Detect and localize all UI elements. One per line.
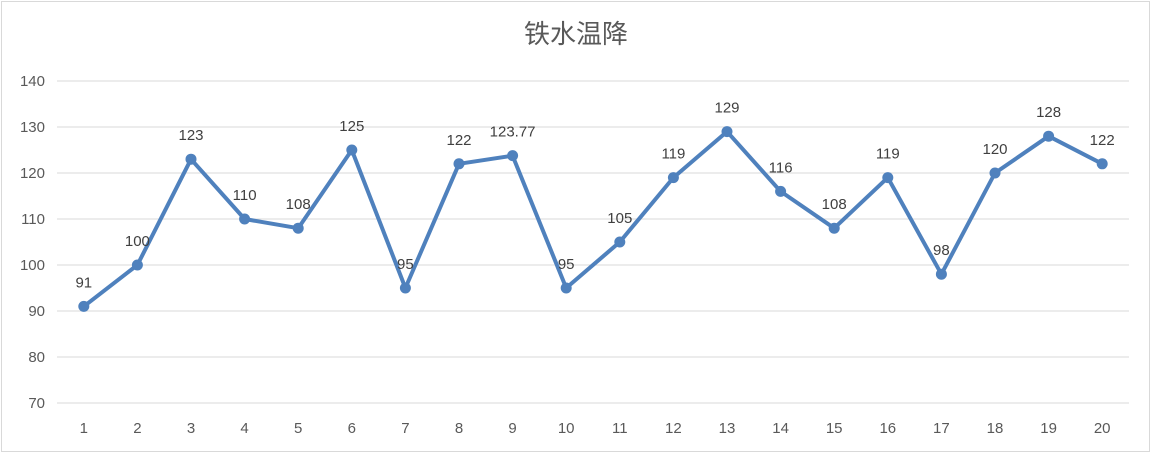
x-tick-label: 9	[508, 420, 516, 437]
x-tick-label: 20	[1094, 420, 1111, 437]
x-tick-label: 5	[294, 420, 302, 437]
data-point	[131, 259, 143, 271]
data-point	[989, 167, 1001, 179]
data-point	[614, 236, 626, 248]
y-tick-label: 110	[21, 211, 45, 228]
y-tick-label: 120	[20, 165, 45, 182]
gridlines	[57, 80, 1129, 404]
x-tick-label: 12	[665, 420, 682, 437]
data-label: 105	[607, 210, 632, 227]
data-point	[399, 282, 411, 294]
series-line	[81, 129, 1105, 309]
series-line-group	[78, 126, 1108, 312]
data-label: 108	[822, 196, 847, 213]
y-tick-label: 100	[20, 257, 45, 274]
data-point	[507, 150, 519, 162]
y-tick-label: 140	[20, 73, 45, 90]
data-label: 125	[339, 118, 364, 135]
data-label: 122	[446, 132, 471, 149]
y-tick-label: 130	[20, 119, 45, 136]
data-point	[667, 172, 679, 184]
data-label: 116	[769, 159, 793, 176]
x-tick-label: 18	[987, 420, 1004, 437]
data-label: 110	[233, 187, 257, 204]
data-point	[935, 268, 947, 280]
data-point	[346, 144, 358, 156]
data-label: 119	[661, 146, 685, 163]
data-point	[292, 222, 304, 234]
data-label: 128	[1036, 104, 1061, 121]
data-point	[185, 153, 197, 165]
data-label: 95	[558, 256, 575, 273]
data-label: 95	[397, 256, 414, 273]
y-tick-label: 70	[28, 395, 45, 412]
chart-title: 铁水温降	[524, 20, 628, 50]
data-point	[78, 300, 90, 312]
y-tick-label: 80	[28, 349, 45, 366]
x-tick-label: 13	[719, 420, 736, 437]
data-labels: 91 100 123 110 108 125 95 122 123.77 95 105 119 129 1…	[75, 100, 1114, 292]
data-label: 122	[1090, 132, 1115, 149]
data-label: 108	[286, 196, 311, 213]
data-label: 98	[933, 242, 950, 259]
x-tick-label: 15	[826, 420, 843, 437]
data-label: 123	[178, 127, 203, 144]
x-tick-label: 19	[1040, 420, 1057, 437]
data-label: 91	[75, 274, 92, 291]
x-tick-label: 6	[348, 420, 356, 437]
data-label: 123.77	[490, 124, 536, 141]
data-point	[1043, 130, 1055, 142]
data-point	[560, 282, 572, 294]
data-point	[882, 172, 894, 184]
data-label: 119	[876, 146, 900, 163]
x-tick-label: 3	[187, 420, 195, 437]
data-label: 100	[125, 233, 150, 250]
x-tick-label: 17	[933, 420, 950, 437]
data-label: 120	[982, 141, 1007, 158]
x-tick-label: 16	[879, 420, 896, 437]
x-tick-label: 2	[133, 420, 141, 437]
data-point	[453, 158, 465, 170]
data-point	[775, 185, 787, 197]
data-point	[721, 126, 733, 138]
x-tick-label: 8	[455, 420, 463, 437]
x-tick-label: 1	[80, 420, 88, 437]
data-point	[239, 213, 251, 225]
data-point	[1096, 158, 1108, 170]
y-tick-label: 90	[28, 303, 45, 320]
x-axis-ticks: 1 2 3 4 5 6 7 8 9 10 11 12 13 14 15 16 17 18 19 20	[80, 420, 1111, 437]
data-label: 129	[714, 100, 739, 117]
x-tick-label: 14	[772, 420, 789, 437]
y-axis-ticks: 70 80 90 100 110 120 130 140	[20, 73, 45, 412]
x-tick-label: 10	[558, 420, 575, 437]
x-tick-label: 7	[401, 420, 409, 437]
x-tick-label: 4	[240, 420, 248, 437]
data-point	[828, 222, 840, 234]
x-tick-label: 11	[612, 420, 628, 437]
